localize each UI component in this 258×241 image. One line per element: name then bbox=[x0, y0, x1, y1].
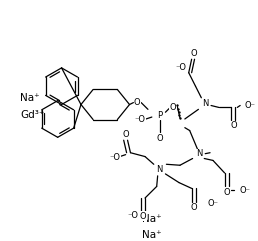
Text: N: N bbox=[196, 149, 203, 158]
Text: ⁻O: ⁻O bbox=[135, 115, 146, 124]
Text: ⁻O: ⁻O bbox=[109, 153, 120, 162]
Text: O: O bbox=[190, 49, 197, 58]
Text: O: O bbox=[190, 203, 197, 212]
Text: O: O bbox=[170, 103, 176, 112]
Text: N: N bbox=[202, 99, 208, 108]
Text: O⁻: O⁻ bbox=[239, 186, 250, 195]
Text: Na⁺: Na⁺ bbox=[142, 230, 162, 240]
Text: P: P bbox=[157, 111, 162, 120]
Text: O: O bbox=[156, 134, 163, 143]
Text: O: O bbox=[134, 98, 141, 107]
Text: ⁻O: ⁻O bbox=[175, 63, 187, 72]
Text: O⁻: O⁻ bbox=[207, 199, 218, 208]
Text: O⁻: O⁻ bbox=[244, 101, 255, 110]
Text: Na⁺: Na⁺ bbox=[142, 214, 162, 224]
Text: N: N bbox=[156, 165, 163, 174]
Text: O: O bbox=[140, 212, 146, 221]
Text: Gd³⁺: Gd³⁺ bbox=[20, 110, 45, 120]
Text: O: O bbox=[223, 188, 230, 197]
Text: O: O bbox=[230, 121, 237, 130]
Text: ⁻O: ⁻O bbox=[128, 211, 139, 220]
Text: O: O bbox=[122, 130, 129, 139]
Text: Na⁺: Na⁺ bbox=[20, 93, 40, 103]
